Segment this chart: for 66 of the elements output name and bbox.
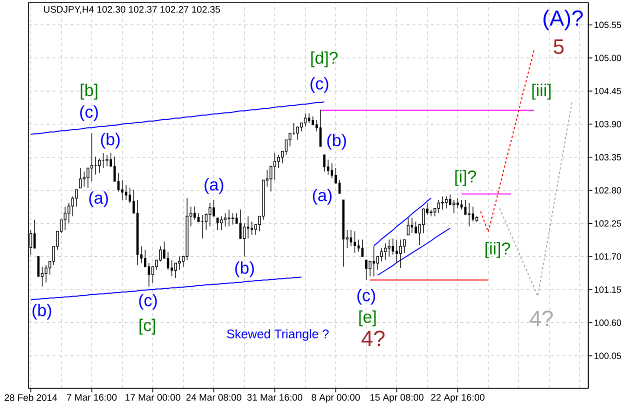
annotation: (a)	[89, 191, 108, 208]
annotation: (c)	[139, 294, 157, 310]
annotation: (c)	[310, 77, 328, 93]
annotation: [c]	[140, 318, 156, 335]
candlestick	[64, 206, 66, 230]
annotation: (b)	[32, 304, 52, 320]
y-tick-label: 102.25	[594, 220, 622, 227]
annotation: (b)	[235, 261, 254, 278]
y-tick-label: 104.45	[594, 88, 622, 94]
candlestick	[246, 216, 250, 239]
x-tick-label: 31 Mar 16:00	[247, 394, 302, 401]
candlestick	[441, 196, 444, 210]
x-tick-label: 28 Feb 2014	[4, 394, 58, 401]
candlestick	[372, 246, 376, 277]
candlestick	[44, 264, 48, 283]
y-tick-label: 101.15	[594, 286, 622, 293]
y-tick-label: 105.55	[594, 22, 622, 28]
candlestick	[396, 239, 398, 264]
candlestick	[208, 202, 212, 227]
y-tick-label: 100.60	[594, 320, 622, 326]
annotation: (A)?	[544, 10, 583, 30]
candlestick	[166, 251, 170, 270]
candlestick	[106, 154, 108, 167]
annotation: [e]	[359, 310, 376, 326]
y-tick-label: 105.00	[594, 54, 622, 62]
x-tick-label: 17 Mar 00:00	[126, 394, 180, 401]
annotation: (c)	[357, 288, 376, 305]
chart-title: USDJPY,H4 102.30 102.37 102.27 102.35	[44, 6, 220, 14]
annotation: [i]?	[455, 170, 476, 186]
annotation: [d]?	[311, 51, 338, 68]
annotation: 4?	[362, 330, 385, 346]
annotation: [iii]	[532, 84, 551, 100]
x-tick-label: 8 Apr 00:00	[312, 394, 360, 403]
annotation: [ii]?	[486, 242, 510, 258]
x-tick-label: 24 Mar 08:00	[186, 394, 242, 401]
candlestick	[228, 209, 230, 227]
annotation: (a)	[204, 178, 224, 194]
annotation: Skewed Triangle ?	[227, 329, 329, 341]
candlestick	[178, 256, 181, 270]
candlestick	[98, 158, 101, 174]
annotation: (b)	[101, 132, 120, 149]
candlestick	[430, 209, 432, 217]
candlestick	[410, 218, 414, 234]
annotation: 4?	[530, 310, 553, 326]
annotation: (b)	[327, 134, 346, 150]
x-tick-label: 22 Apr 16:00	[431, 394, 484, 403]
candlestick	[452, 200, 456, 214]
candlestick	[90, 132, 94, 182]
y-tick-label: 103.90	[594, 120, 622, 128]
candlestick	[350, 230, 352, 247]
y-tick-label: 103.35	[594, 154, 622, 160]
candlestick	[186, 198, 188, 260]
annotation: 5	[554, 39, 564, 54]
x-tick-label: 15 Apr 08:00	[370, 394, 424, 403]
candlestick	[399, 239, 402, 268]
y-tick-label: 102.80	[594, 187, 622, 194]
candlestick	[468, 202, 471, 227]
annotation: (c)	[80, 105, 98, 122]
candlestick	[392, 238, 394, 256]
x-tick-label: 7 Mar 16:00	[67, 394, 117, 401]
annotation: (a)	[312, 188, 332, 205]
candlestick	[277, 154, 280, 168]
annotation: [b]	[80, 84, 98, 100]
candlestick	[380, 248, 383, 262]
y-tick-label: 100.05	[594, 352, 622, 359]
y-tick-label: 101.70	[594, 253, 622, 260]
